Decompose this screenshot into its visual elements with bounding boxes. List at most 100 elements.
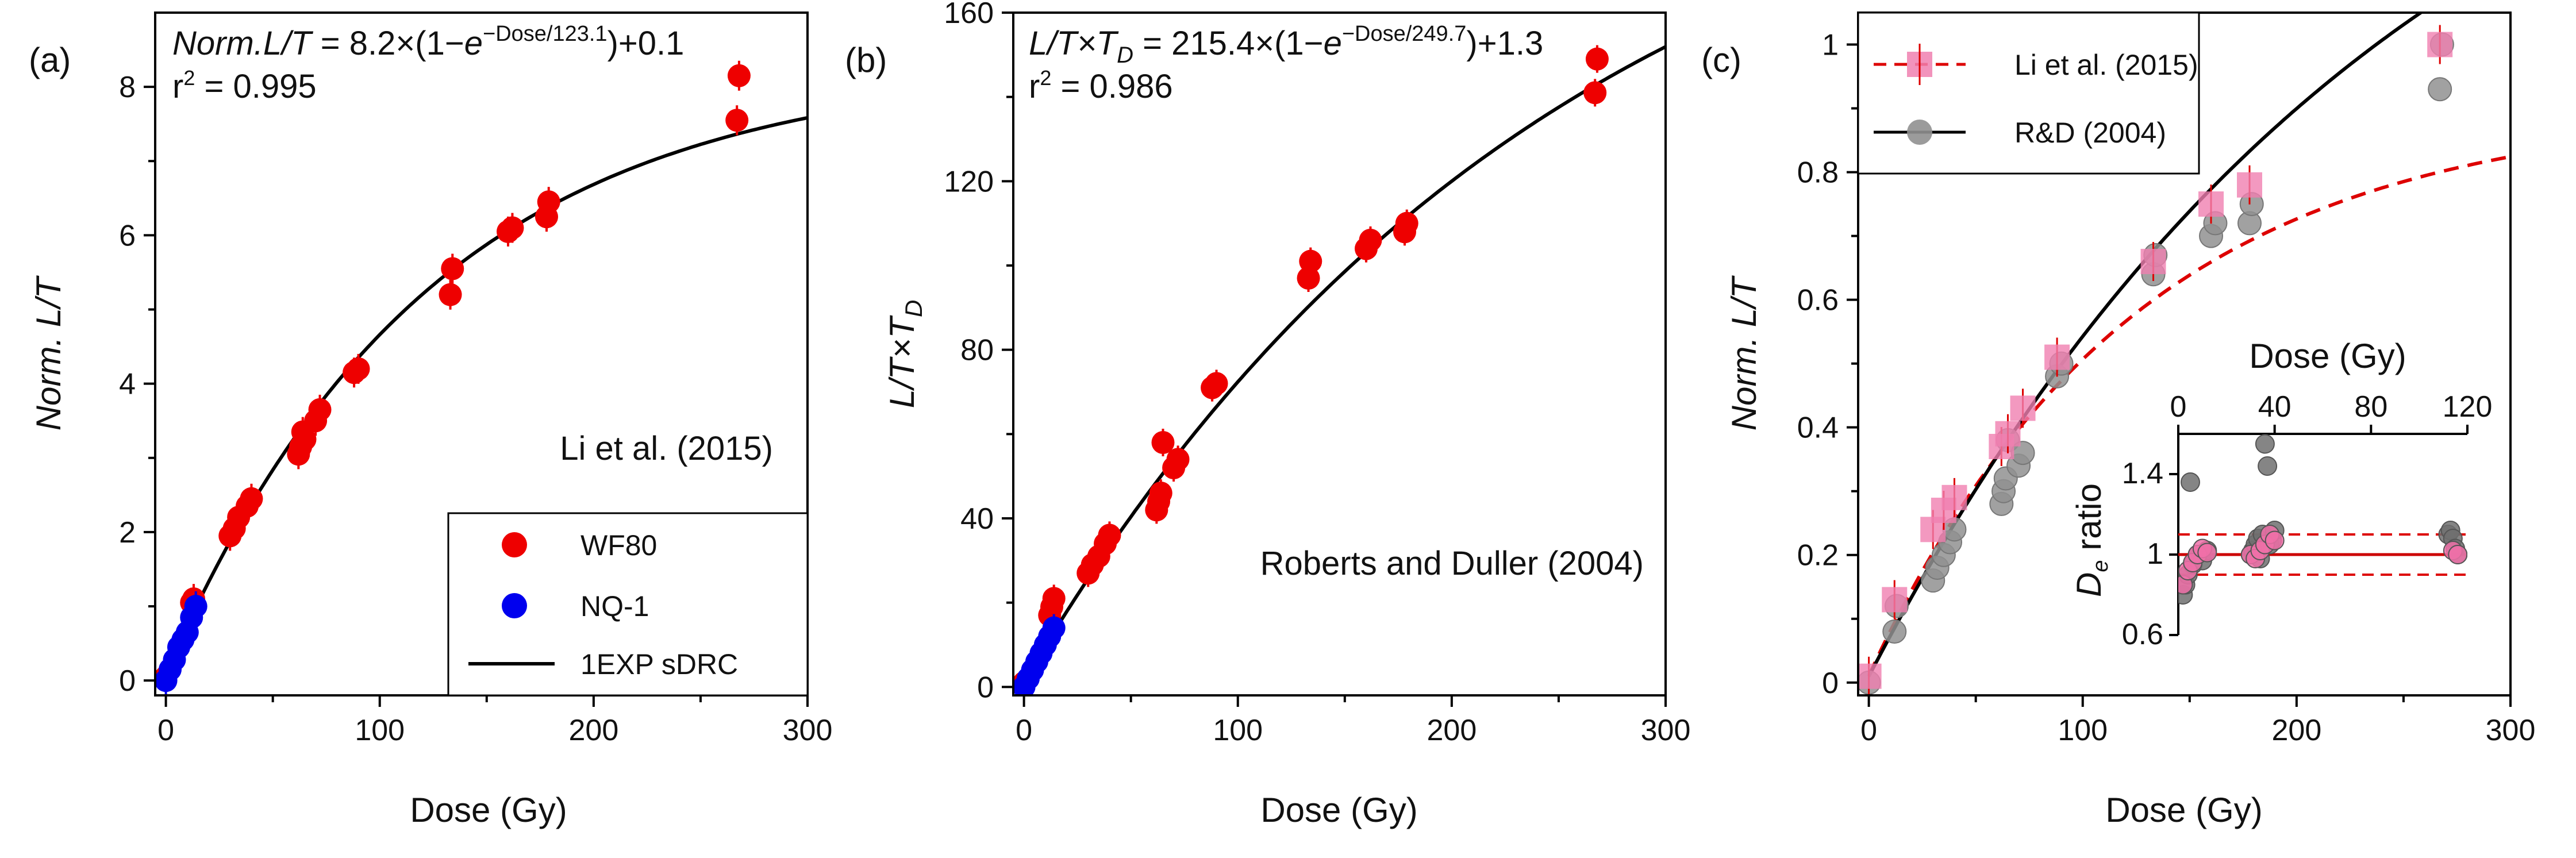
data-point-wf80: [439, 283, 462, 306]
y-tick-label-c: 1: [1822, 29, 1839, 62]
y-tick-label-b: 120: [944, 165, 994, 198]
data-point-wf80: [725, 109, 749, 132]
y-tick-label-c: 0: [1822, 667, 1839, 700]
data-point-nq-1: [1042, 616, 1066, 640]
y-axis-title-b-sub: D: [900, 300, 927, 317]
y-axis-title-a-prefix: Norm.: [29, 327, 68, 430]
axes-c: 0 100 200 300 0 0.2 0.4 0.6 0.8 1: [1797, 29, 2536, 747]
data-point-wf80: [1205, 372, 1228, 395]
x-axis-title-a: Dose (Gy): [410, 791, 567, 829]
panel-label-b: (b): [845, 41, 887, 79]
annotation-a: Li et al. (2015): [560, 430, 773, 467]
legend-a-label-fit: 1EXP sDRC: [580, 648, 738, 680]
y-tick-label-a: 8: [119, 71, 136, 104]
x-axis-title-c: Dose (Gy): [2105, 791, 2262, 829]
y-axis-title-b-main: L/T×T: [883, 315, 921, 409]
x-tick-label-c: 200: [2271, 714, 2321, 747]
data-point-wf80: [501, 216, 524, 240]
data-point-wf80: [727, 64, 751, 87]
r2-b-rest: = 0.986: [1051, 68, 1172, 105]
x-axis-title-b: Dose (Gy): [1260, 791, 1417, 829]
fit-curve-b: [1022, 45, 1666, 683]
y-axis-title-c-italic: L/T: [1725, 275, 1763, 327]
y-tick-label-b: 80: [960, 334, 994, 367]
y-tick-label-a: 0: [119, 664, 136, 698]
equation-a-e: e: [464, 25, 483, 62]
x-tick-label-b: 0: [1016, 714, 1032, 747]
inset-data-point-r-d-2004-: [2255, 434, 2275, 454]
data-point-wf80: [240, 487, 263, 510]
inset-axes: 0 40 80 120 0.6 1 1.4: [2122, 390, 2493, 651]
x-tick-label-c: 100: [2058, 714, 2108, 747]
y-axis-title-a-italic: L/T: [29, 275, 68, 327]
equation-b-rhs2: )+1.3: [1466, 25, 1543, 62]
data-point-wf80: [1299, 249, 1322, 273]
fit-line: [1867, 155, 2510, 676]
data-point-nq-1: [184, 595, 207, 618]
x-tick-label-a: 200: [568, 714, 618, 747]
inset-y-axis-title-rest: ratio: [2070, 483, 2108, 560]
equation-b-sub: D: [1117, 43, 1133, 68]
data-point-wf80: [293, 428, 317, 451]
y-axis-title-a: Norm. L/T: [29, 275, 68, 430]
data-point-li-2015: [2010, 395, 2036, 421]
data-point-wf80: [1149, 482, 1172, 505]
inset-y-tick-label: 1.4: [2122, 457, 2163, 490]
x-tick-label-a: 100: [355, 714, 405, 747]
y-tick-label-c: 0.4: [1797, 411, 1839, 445]
legend-c-label-rd: R&D (2004): [2014, 117, 2166, 149]
data-point-li-2015: [1882, 587, 1908, 613]
data-point-wf80: [1297, 267, 1320, 290]
fit-line: [164, 116, 808, 674]
panel-c: (c) 0 100 200 300 0 0.2 0.4 0.6 0.8 1 Li et al. (…: [1701, 11, 2536, 829]
equation-a-lhs: Norm.L/T: [172, 25, 313, 62]
inset-y-tick-label: 0.6: [2122, 618, 2163, 651]
data-point-wf80: [308, 398, 332, 421]
legend-a-label-wf80: WF80: [580, 529, 657, 561]
equation-b-lhs: L/T×T: [1029, 25, 1119, 62]
data-point-li-2015: [2044, 344, 2070, 370]
equation-b-rhs1: = 215.4×(1−: [1133, 25, 1324, 62]
panel-label-c: (c): [1701, 41, 1741, 79]
equation-b-exponent: −Dose/249.7: [1342, 22, 1467, 46]
data-point-li-2015: [2140, 249, 2166, 275]
data-point-li-2015: [2198, 191, 2224, 217]
inset-y-axis-title-main: D: [2070, 572, 2108, 597]
plot-frame-b: [1012, 11, 1667, 697]
x-tick-label-b: 300: [1641, 714, 1691, 747]
inset-data-point-li-et-al-2015-: [2197, 542, 2217, 563]
y-axis-title-c-prefix: Norm.: [1725, 327, 1763, 430]
legend-a-marker-nq1: [502, 593, 527, 618]
y-tick-label-c: 0.6: [1797, 284, 1839, 317]
axes-a: 0 100 200 300 0 2 4 6 8: [119, 71, 832, 747]
inset-data-points: [2178, 434, 2467, 605]
data-point-wf80: [1098, 524, 1121, 547]
panel-label-a: (a): [29, 41, 71, 79]
r2-b-sup: 2: [1040, 66, 1051, 90]
y-tick-label-b: 40: [960, 502, 994, 536]
data-points-b: [1013, 45, 1609, 695]
data-point-li-2015: [1995, 421, 2021, 447]
inset-de-ratio: 0 40 80 120 0.6 1 1.4 Dose (Gy) De ratio: [2070, 337, 2492, 651]
inset-x-tick-label: 120: [2443, 390, 2493, 424]
x-tick-label-c: 300: [2486, 714, 2536, 747]
legend-a-label-nq1: NQ-1: [580, 590, 649, 622]
equation-b-e: e: [1324, 25, 1342, 62]
legend-c-marker-rd: [1907, 120, 1932, 145]
data-point-wf80: [1583, 81, 1607, 105]
inset-data-point-r-d-2004-: [2180, 472, 2200, 492]
x-tick-label-a: 0: [157, 714, 174, 747]
data-point-wf80: [347, 357, 370, 380]
y-tick-label-b: 160: [944, 0, 994, 30]
r2-a-rest: = 0.995: [195, 68, 316, 105]
fit-curves-c: [1867, 13, 2510, 678]
data-point-rd-2004: [1882, 619, 1907, 644]
equation-a-rhs2: )+0.1: [608, 25, 685, 62]
y-tick-label-b: 0: [977, 671, 994, 704]
panel-a: (a) 0 100 200 300 0 2 4 6 8 Norm.L/T = 8.2×(1−e−…: [29, 11, 832, 829]
data-point-wf80: [1585, 47, 1609, 71]
inset-x-tick-label: 40: [2258, 390, 2292, 424]
inset-x-tick-label: 0: [2170, 390, 2187, 424]
